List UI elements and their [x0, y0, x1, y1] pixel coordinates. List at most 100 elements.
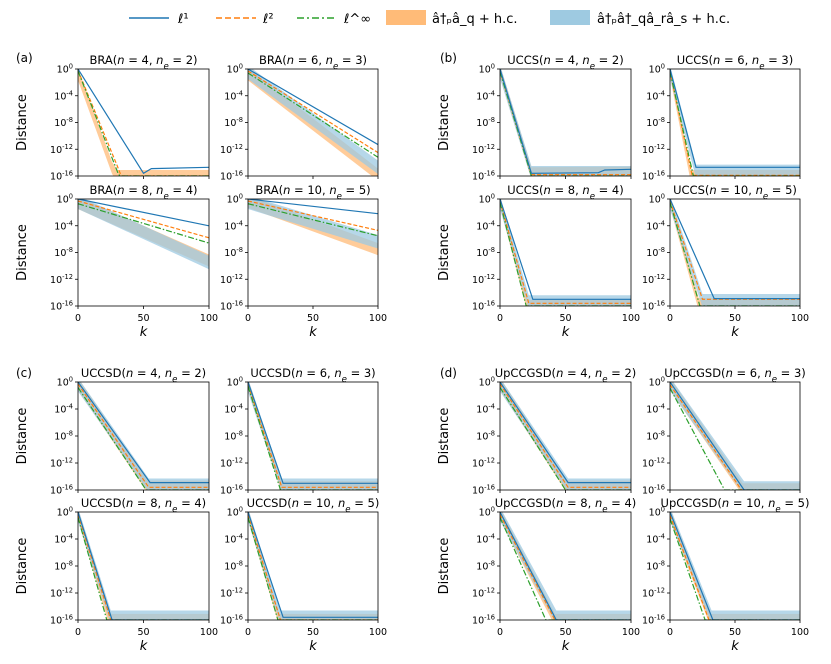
panel-group-label: (a) — [16, 51, 33, 65]
x-axis-label: k — [731, 639, 739, 654]
y-tick-label: 10-8 — [646, 430, 665, 443]
plot-area — [500, 199, 631, 306]
l1-line — [78, 199, 209, 227]
legend-swatch-single — [386, 10, 426, 25]
y-tick-label: 10-16 — [220, 300, 243, 313]
l2-line — [248, 514, 378, 620]
linf-line — [670, 518, 800, 620]
x-tick-label: 50 — [137, 313, 149, 324]
y-tick-label: 10-8 — [224, 116, 243, 129]
y-tick-label: 10-4 — [646, 219, 665, 232]
l1-line — [500, 199, 631, 300]
l1-line — [248, 199, 378, 215]
x-tick-label: 100 — [622, 313, 640, 324]
y-tick-label: 100 — [649, 63, 665, 76]
y-tick-label: 10-16 — [472, 300, 495, 313]
plot-area — [670, 199, 800, 306]
panels: (a) 100 10-4 10-8 10-12 10-16 Distance BRA(n = … — [15, 51, 809, 654]
l2-line — [500, 383, 631, 488]
plot-area — [248, 382, 378, 490]
y-tick-label: 100 — [227, 193, 243, 206]
double-excitation-band — [248, 199, 378, 249]
x-axis-label: k — [140, 639, 148, 654]
y-tick-label: 10-8 — [476, 560, 495, 573]
l1-line — [248, 69, 378, 146]
y-tick-label: 10-12 — [220, 587, 243, 600]
plot-area — [500, 512, 631, 620]
linf-line — [78, 517, 209, 620]
panel-group-label: (d) — [440, 366, 457, 380]
x-tick-label: 50 — [137, 627, 149, 638]
l2-line — [500, 200, 631, 304]
l1-line — [500, 512, 631, 620]
x-axis-label: k — [731, 325, 739, 340]
y-tick-label: 10-4 — [54, 89, 73, 102]
subplot-title: UCCS(n = 4, ne = 2) — [507, 53, 623, 72]
panel-group-1: (b) 100 10-4 10-8 10-12 10-16 Distance UCCS(n =… — [437, 51, 809, 340]
x-tick-label: 100 — [369, 627, 387, 638]
y-tick-label: 100 — [479, 193, 495, 206]
y-tick-label: 100 — [227, 506, 243, 519]
series-group — [78, 199, 209, 270]
x-tick-label: 100 — [791, 627, 809, 638]
legend: ℓ¹ ℓ² ℓ^∞ â†ₚâ_q + h.c. â†ₚâ†_qâ_râ_s + h.c. — [129, 10, 730, 27]
l2-line — [78, 70, 209, 176]
y-axis-label: Distance — [15, 538, 30, 595]
subplot: 100 10-4 10-8 10-12 10-16 Distance UCCS(n = 4,… — [437, 53, 632, 183]
double-excitation-band — [670, 199, 800, 306]
x-tick-label: 100 — [791, 313, 809, 324]
y-tick-label: 10-12 — [220, 143, 243, 156]
double-excitation-band — [248, 382, 378, 490]
subplot: 100 10-4 10-8 10-12 10-16 BRA(n = 6, ne = 3) — [220, 53, 379, 183]
y-tick-label: 10-4 — [476, 533, 495, 546]
plot-area — [78, 512, 209, 620]
subplot: 100 10-4 10-8 10-12 10-16 Distance UpCCGSD(n =… — [437, 366, 636, 497]
linf-line — [500, 71, 631, 176]
y-tick-label: 10-4 — [54, 219, 73, 232]
x-axis-label: k — [562, 325, 570, 340]
y-tick-label: 100 — [57, 193, 73, 206]
subplot: 100 10-4 10-8 10-12 10-160 50 100 k UCCSD(n = 10… — [220, 496, 387, 654]
subplot-title: UpCCGSD(n = 10, ne = 5) — [661, 496, 810, 515]
x-tick-label: 50 — [729, 627, 741, 638]
y-tick-label: 100 — [649, 506, 665, 519]
l1-line — [670, 382, 800, 490]
l2-line — [248, 70, 378, 154]
legend-label-single: â†ₚâ_q + h.c. — [432, 12, 518, 27]
y-tick-label: 100 — [479, 376, 495, 389]
subplot: 100 10-4 10-8 10-12 10-16 UCCSD(n = 6, ne = 3… — [220, 366, 379, 497]
y-tick-label: 10-16 — [642, 170, 665, 183]
subplot-title: UCCSD(n = 8, ne = 4) — [81, 496, 206, 515]
legend-entry-single: â†ₚâ_q + h.c. — [386, 10, 518, 27]
subplot: 100 10-4 10-8 10-12 10-160 50 100 k BRA(n = 10, … — [220, 183, 387, 340]
x-tick-label: 100 — [200, 313, 218, 324]
x-tick-label: 0 — [245, 313, 251, 324]
panel-group-3: (d) 100 10-4 10-8 10-12 10-16 Distance UpCCGSD(… — [437, 366, 809, 654]
y-tick-label: 10-4 — [646, 533, 665, 546]
x-tick-label: 0 — [245, 627, 251, 638]
x-tick-label: 0 — [75, 627, 81, 638]
subplot-title: UpCCGSD(n = 4, ne = 2) — [495, 366, 637, 385]
l2-line — [500, 514, 631, 620]
y-axis-label: Distance — [437, 224, 452, 281]
l2-line — [78, 383, 209, 488]
l2-line — [670, 200, 800, 300]
series-group — [500, 382, 631, 490]
l2-line — [78, 514, 209, 620]
y-tick-label: 10-16 — [220, 614, 243, 627]
y-tick-label: 10-16 — [472, 614, 495, 627]
subplot-title: UCCSD(n = 4, ne = 2) — [81, 366, 206, 385]
l1-line — [248, 382, 378, 484]
subplot-title: UCCS(n = 8, ne = 4) — [507, 183, 623, 202]
linf-line — [248, 517, 378, 620]
x-tick-label: 100 — [622, 627, 640, 638]
y-tick-label: 100 — [57, 376, 73, 389]
y-tick-label: 10-4 — [224, 89, 243, 102]
x-tick-label: 100 — [369, 313, 387, 324]
y-tick-label: 10-16 — [50, 300, 73, 313]
y-tick-label: 10-8 — [646, 560, 665, 573]
subplot: 100 10-4 10-8 10-12 10-16 Distance UCCSD(n = 4… — [15, 366, 210, 497]
y-tick-label: 10-8 — [224, 560, 243, 573]
y-tick-label: 10-4 — [476, 403, 495, 416]
series-group — [248, 69, 378, 176]
